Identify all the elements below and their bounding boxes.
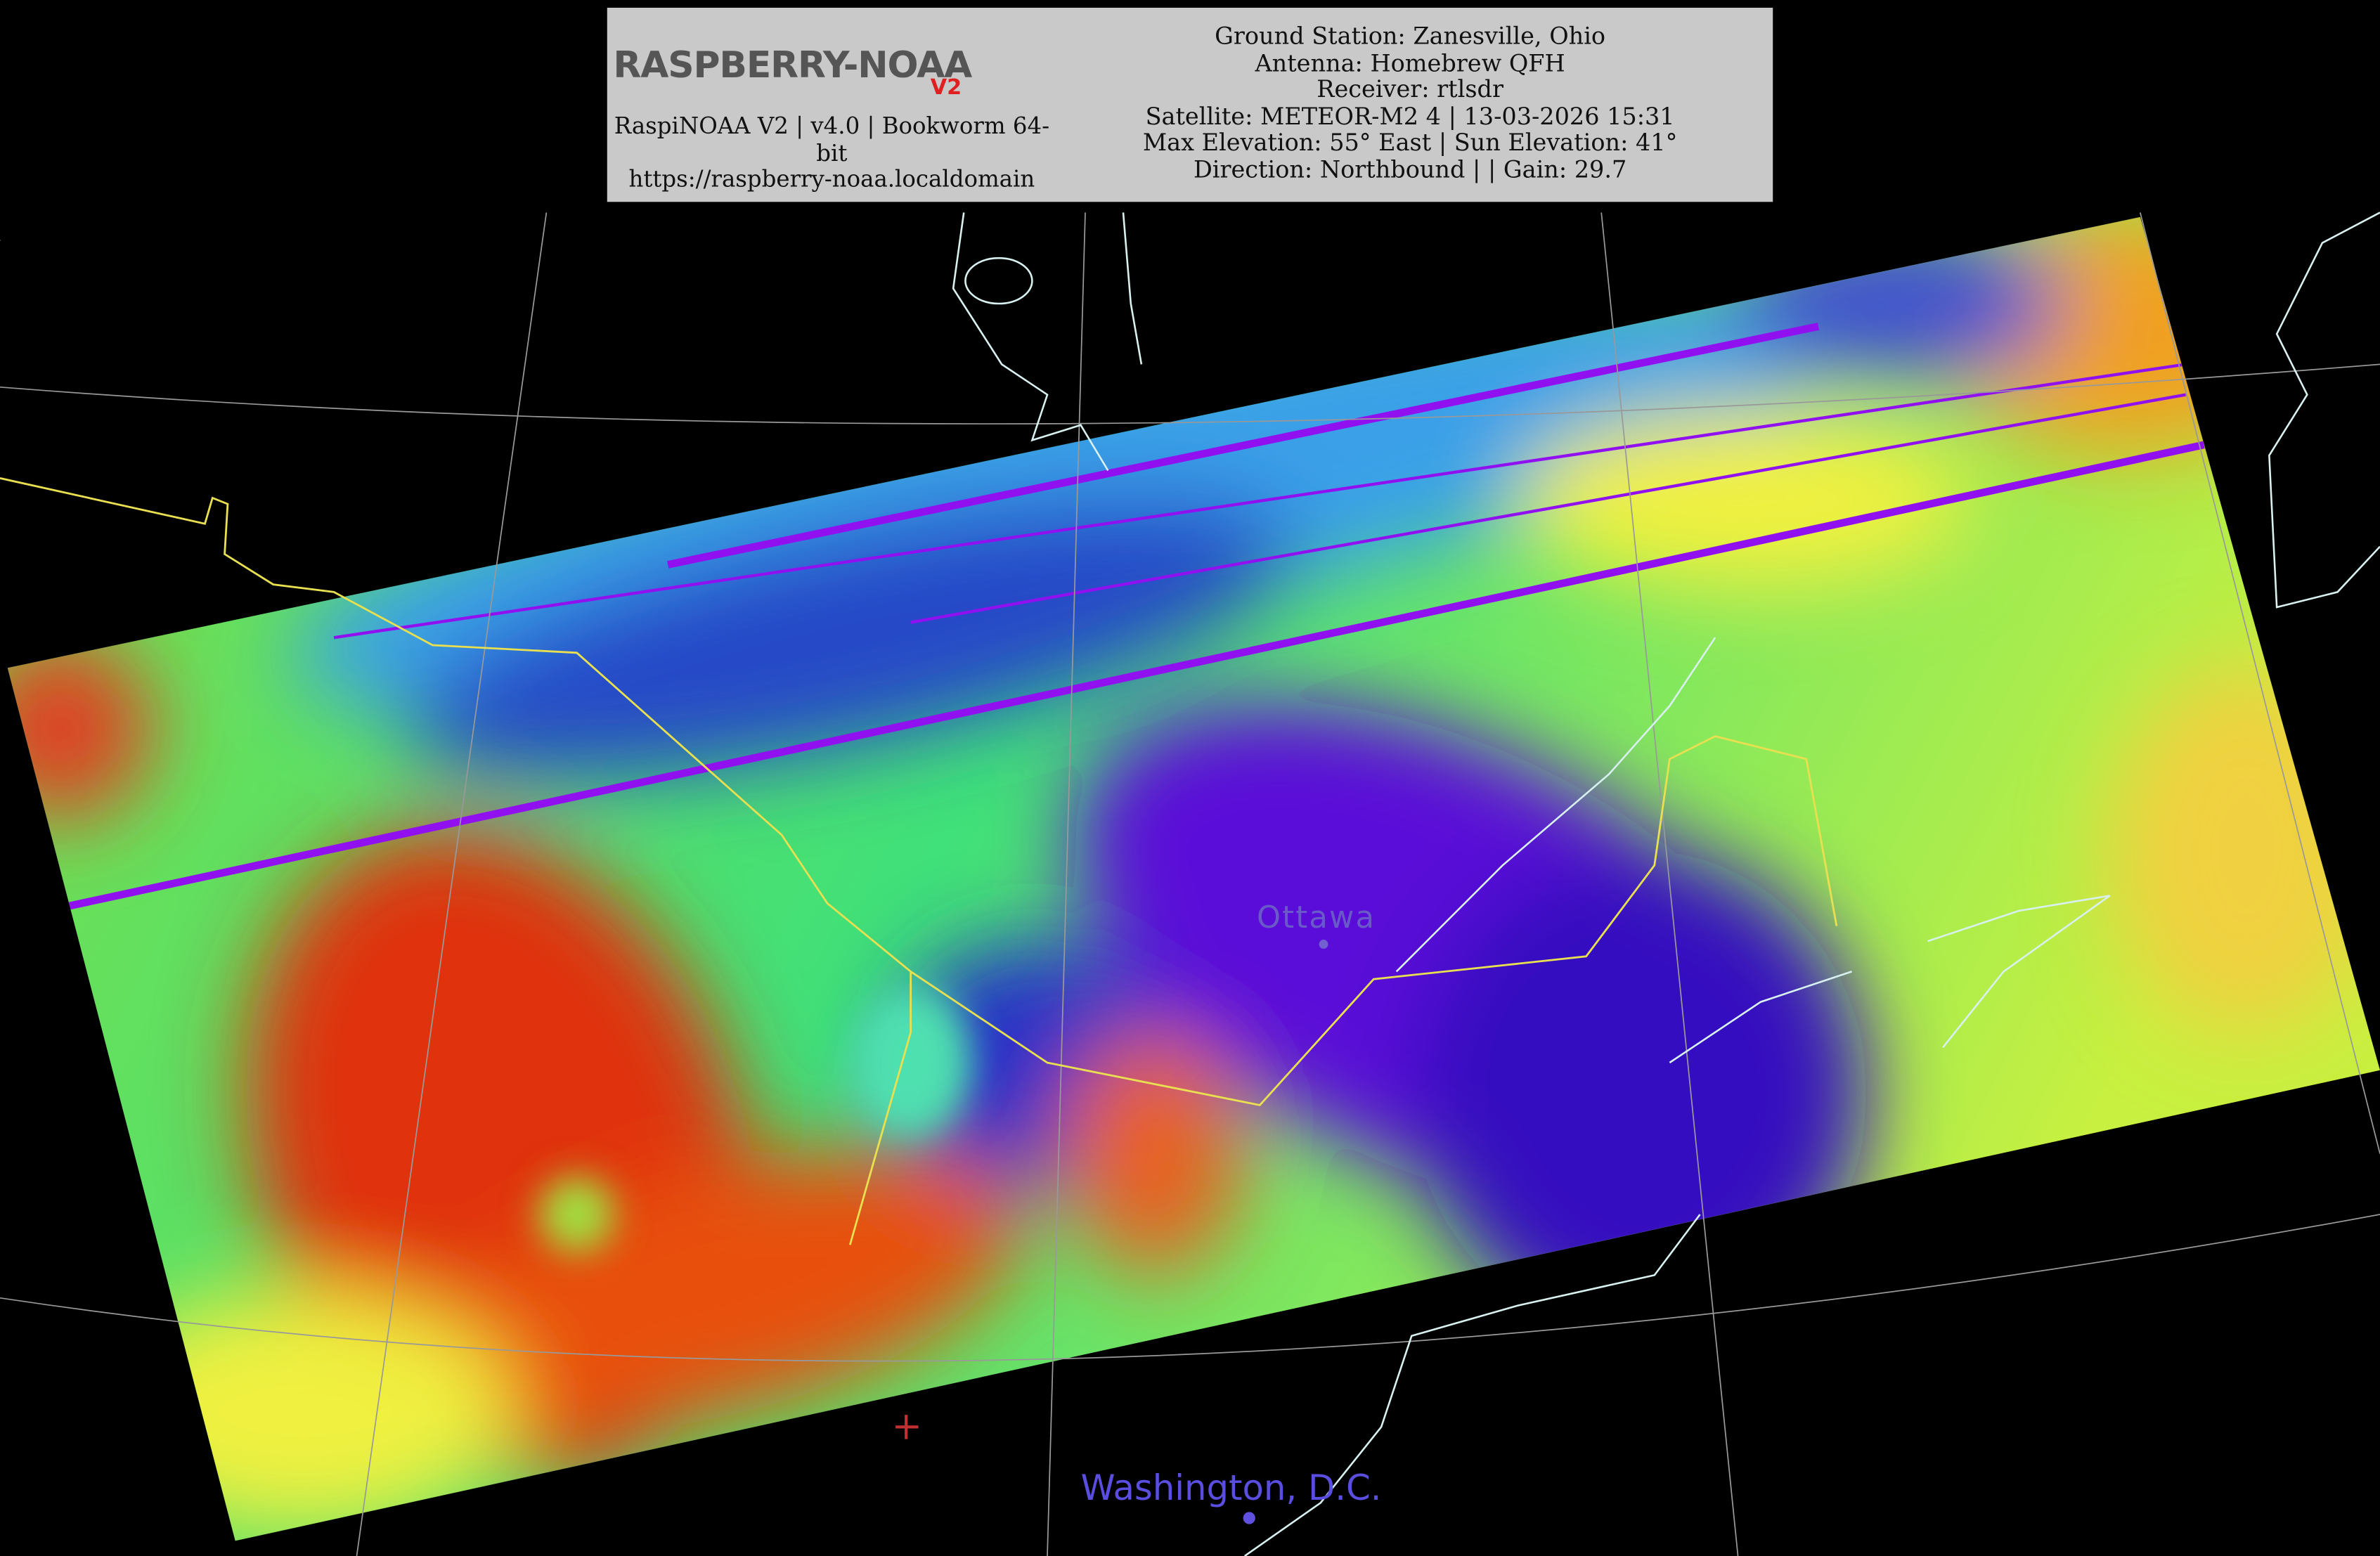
info-line: Direction: Northbound | | Gain: 29.7 [1193,156,1627,184]
coastlines [952,212,2380,1556]
info-line: Antenna: Homebrew QFH [1255,49,1565,77]
info-line: Ground Station: Zanesville, Ohio [1215,22,1606,51]
logo-text: RASPBERRY-NOAA [613,44,972,87]
pass-info: Ground Station: Zanesville, Ohio Antenna:… [1063,22,1758,185]
graticule [0,212,2380,1556]
url-line: https://raspberry-noaa.localdomain [628,165,1035,193]
logo-badge: V2 [930,76,962,101]
city-dot [1243,1512,1255,1524]
info-line: Receiver: rtlsdr [1317,76,1503,104]
borders [0,477,1838,1245]
software-line: RaspiNOAA V2 | v4.0 | Bookworm 64-bit [614,112,1050,167]
satellite-swath [7,216,2380,1541]
city-label: Washington, D.C. [1080,1469,1382,1510]
city-label: Ottawa [1257,898,1376,935]
station-info: RaspiNOAA V2 | v4.0 | Bookworm 64-bit ht… [612,112,1052,193]
info-line: Max Elevation: 55° East | Sun Elevation:… [1142,129,1678,157]
info-line: Satellite: METEOR-M2 4 | 13-03-2026 15:3… [1145,103,1675,131]
city-dot [1319,940,1328,949]
header: RASPBERRY-NOAA V2 RaspiNOAA V2 | v4.0 | … [607,7,1773,202]
